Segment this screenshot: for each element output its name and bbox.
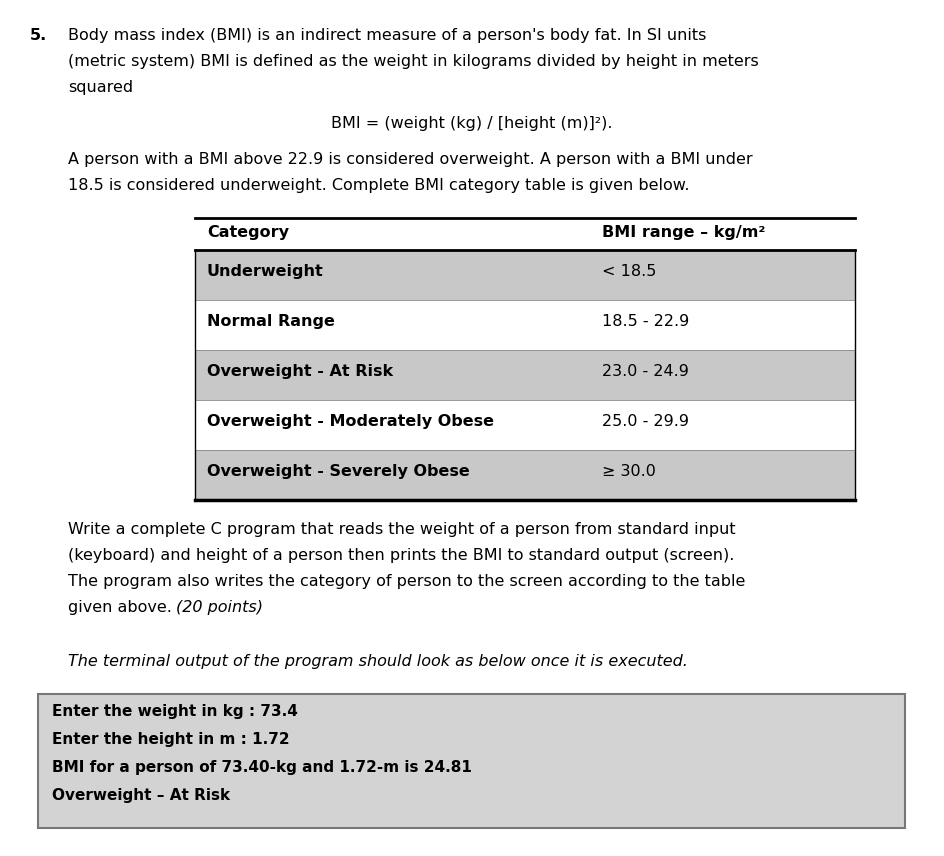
Text: BMI for a person of 73.40-kg and 1.72-m is 24.81: BMI for a person of 73.40-kg and 1.72-m …	[52, 760, 471, 775]
Text: ≥ 30.0: ≥ 30.0	[601, 464, 655, 479]
Bar	[194, 250, 854, 300]
Text: 25.0 - 29.9: 25.0 - 29.9	[601, 414, 688, 429]
Text: (metric system) BMI is defined as the weight in kilograms divided by height in m: (metric system) BMI is defined as the we…	[68, 54, 758, 69]
Text: 23.0 - 24.9: 23.0 - 24.9	[601, 364, 688, 379]
Text: Underweight: Underweight	[207, 264, 324, 279]
Text: (20 points): (20 points)	[176, 600, 262, 615]
Text: The program also writes the category of person to the screen according to the ta: The program also writes the category of …	[68, 574, 745, 589]
Text: squared: squared	[68, 80, 133, 95]
Text: Overweight - Moderately Obese: Overweight - Moderately Obese	[207, 414, 494, 429]
Text: BMI = (weight (kg) / [height (m)]²).: BMI = (weight (kg) / [height (m)]²).	[331, 116, 612, 131]
Bar	[194, 350, 854, 400]
Text: Body mass index (BMI) is an indirect measure of a person's body fat. In SI units: Body mass index (BMI) is an indirect mea…	[68, 28, 705, 43]
Text: Enter the weight in kg : 73.4: Enter the weight in kg : 73.4	[52, 704, 297, 719]
Text: Write a complete C program that reads the weight of a person from standard input: Write a complete C program that reads th…	[68, 522, 734, 537]
Text: 18.5 - 22.9: 18.5 - 22.9	[601, 314, 688, 329]
Text: Enter the height in m : 1.72: Enter the height in m : 1.72	[52, 732, 289, 747]
Bar	[194, 450, 854, 500]
Text: 18.5 is considered underweight. Complete BMI category table is given below.: 18.5 is considered underweight. Complete…	[68, 178, 689, 193]
Text: Overweight – At Risk: Overweight – At Risk	[52, 788, 230, 803]
Bar	[38, 694, 904, 828]
Text: (keyboard) and height of a person then prints the BMI to standard output (screen: (keyboard) and height of a person then p…	[68, 548, 733, 563]
Text: 5.: 5.	[30, 28, 47, 43]
Text: given above.: given above.	[68, 600, 177, 615]
Text: BMI range – kg/m²: BMI range – kg/m²	[601, 225, 765, 240]
Text: Category: Category	[207, 225, 289, 240]
Text: A person with a BMI above 22.9 is considered overweight. A person with a BMI und: A person with a BMI above 22.9 is consid…	[68, 152, 751, 167]
Text: Overweight - At Risk: Overweight - At Risk	[207, 364, 393, 379]
Text: The terminal output of the program should look as below once it is executed.: The terminal output of the program shoul…	[68, 654, 687, 669]
Text: Normal Range: Normal Range	[207, 314, 334, 329]
Text: < 18.5: < 18.5	[601, 264, 656, 279]
Text: Overweight - Severely Obese: Overweight - Severely Obese	[207, 464, 469, 479]
